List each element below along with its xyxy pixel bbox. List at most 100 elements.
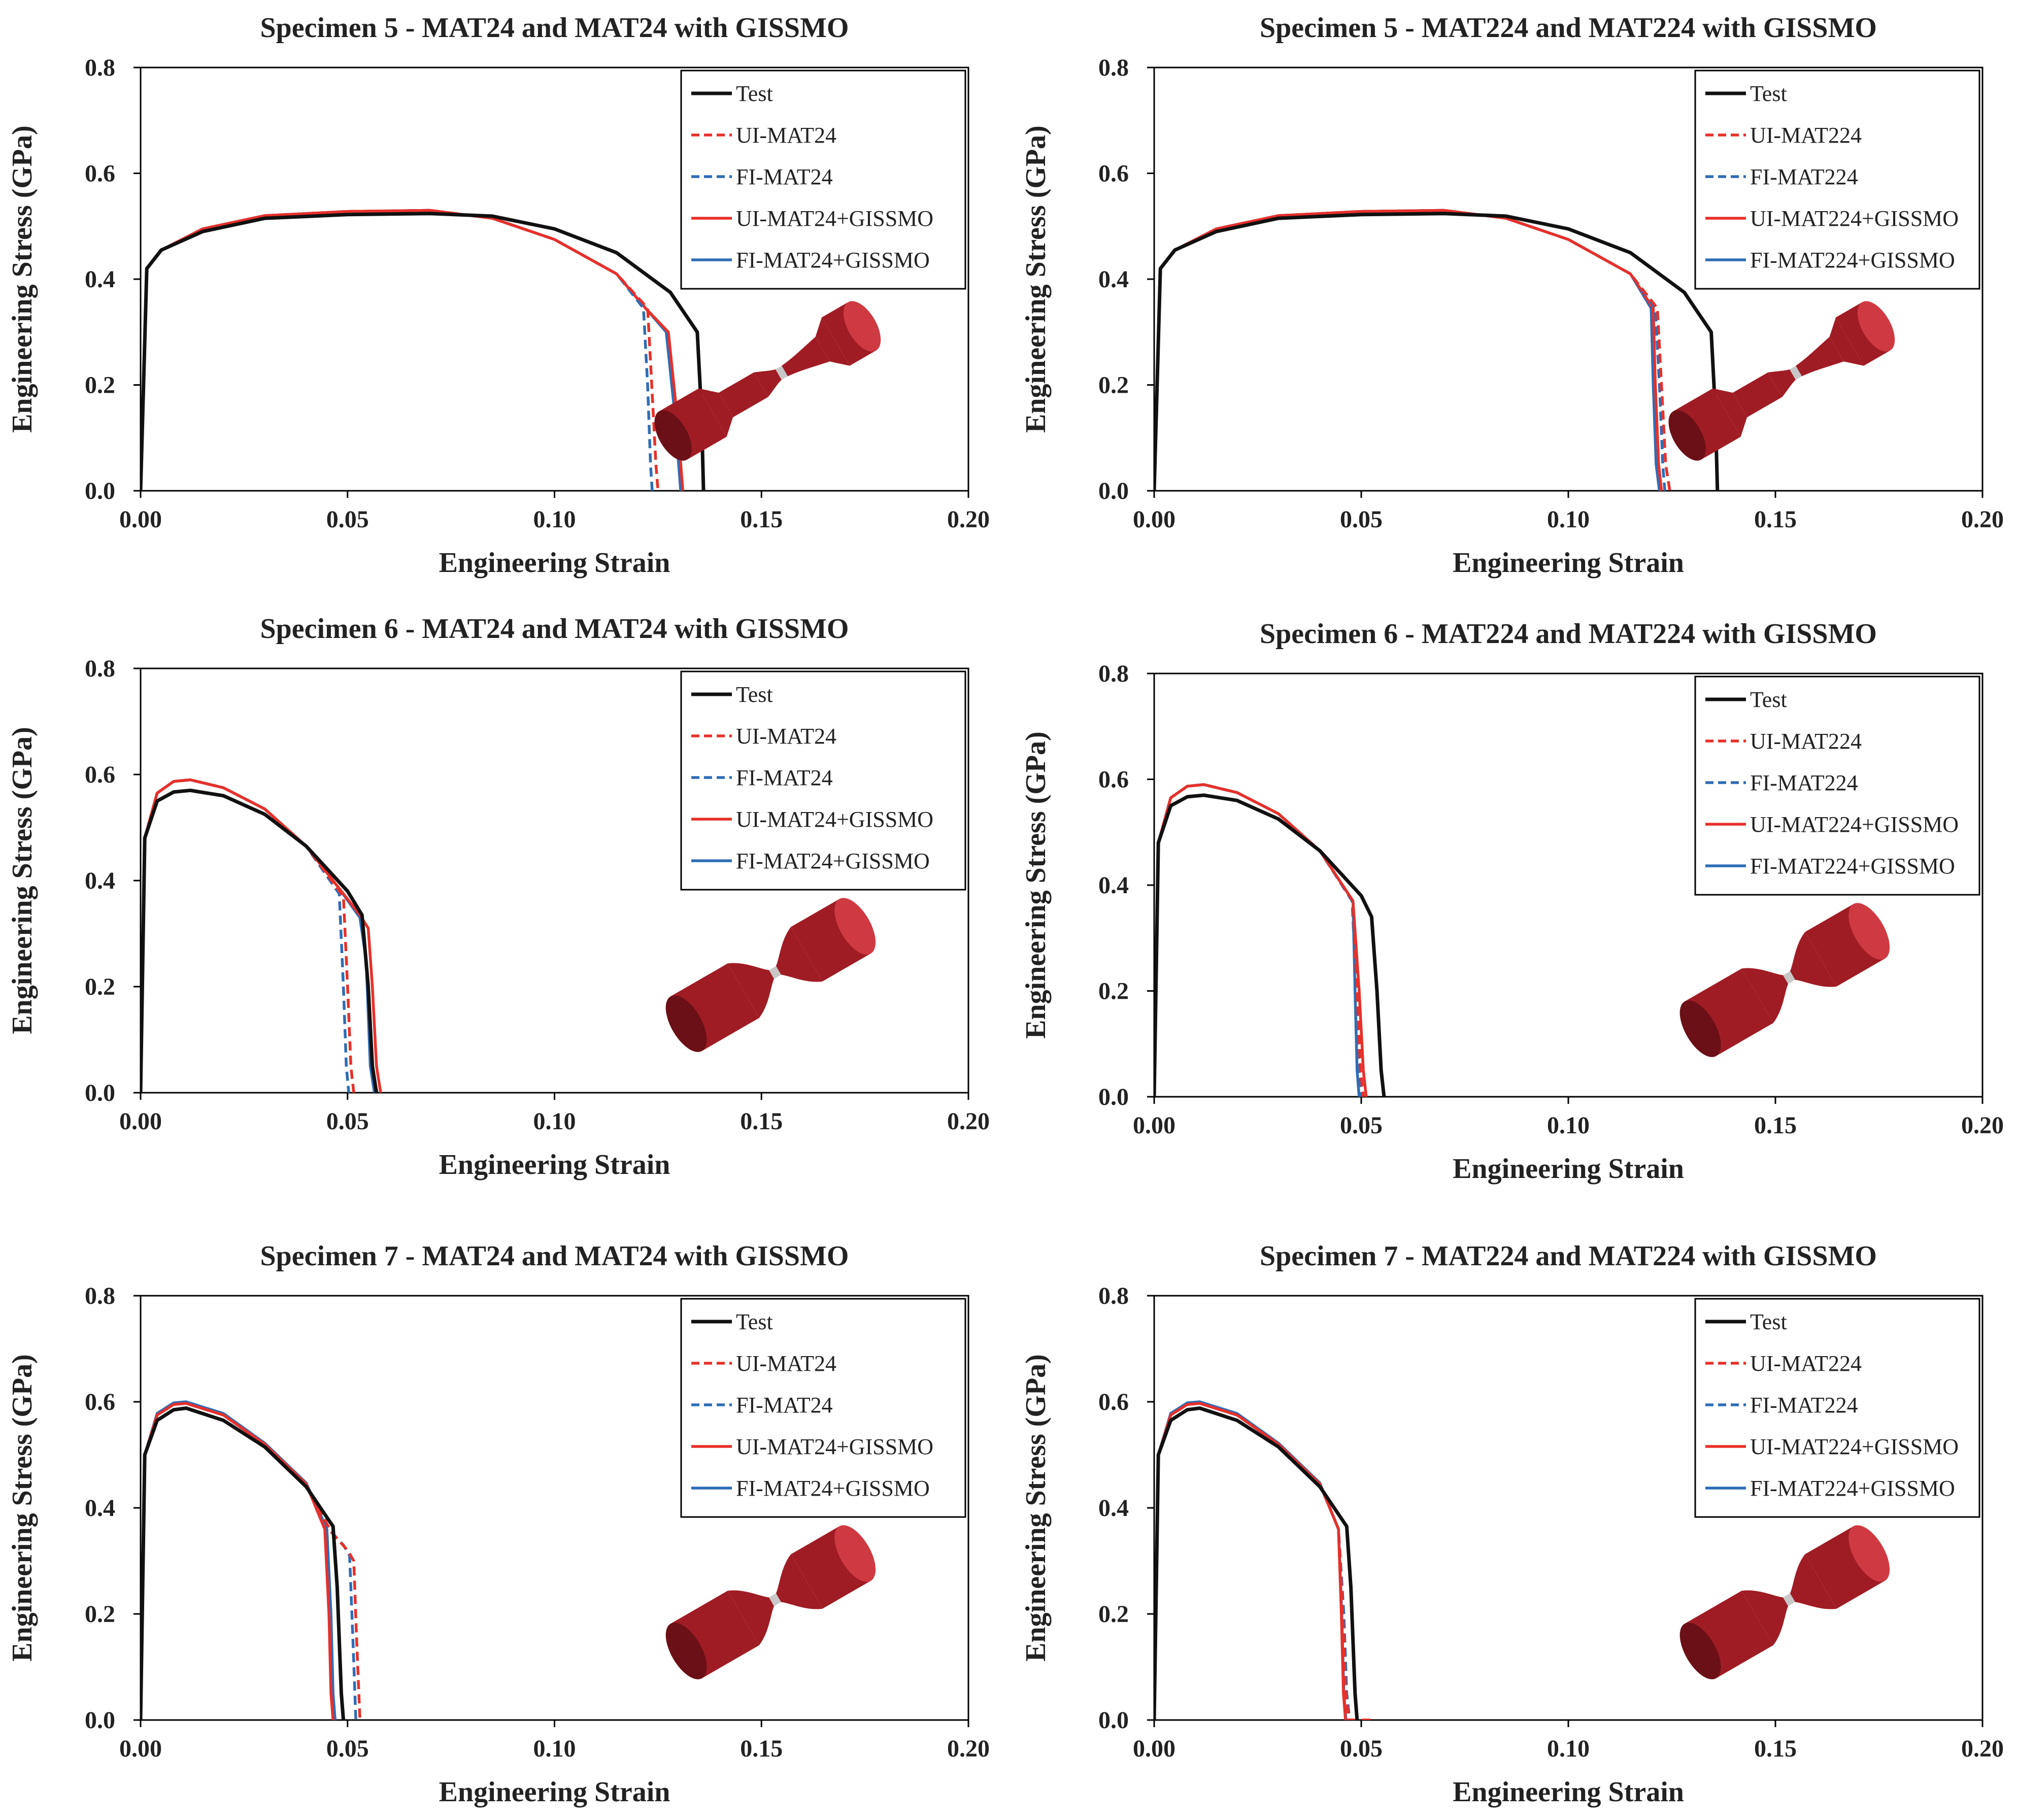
x-tick-label: 0.20 (947, 506, 990, 533)
series-line-ui-mat224 (1154, 783, 1365, 1097)
x-tick-label: 0.20 (1961, 1112, 2004, 1139)
legend-entry: FI-MAT24 (736, 765, 833, 790)
legend-entry: UI-MAT224+GISSMO (1750, 1434, 1959, 1459)
y-tick-label: 0.6 (1098, 766, 1129, 793)
series-line-fi-mat24-gissmo (141, 1400, 337, 1720)
legend-entry: UI-MAT24+GISSMO (736, 807, 933, 832)
legend-entry: FI-MAT24+GISSMO (736, 849, 930, 873)
y-tick-label: 0.2 (85, 372, 115, 399)
y-tick-label: 0.2 (1098, 978, 1129, 1005)
specimen-model-icon (665, 898, 876, 1052)
x-tick-label: 0.20 (1961, 506, 2004, 533)
specimen-shoulder (1712, 388, 1747, 437)
x-tick-label: 0.10 (533, 506, 576, 533)
legend-entry: FI-MAT24 (736, 1393, 833, 1418)
series-line-fi-mat24 (141, 1402, 357, 1720)
specimen-notch (1790, 932, 1837, 987)
chart-panel-s6-mat24: Specimen 6 - MAT24 and MAT24 with GISSMO… (7, 613, 990, 1181)
y-tick-label: 0.0 (85, 1080, 115, 1106)
series-group (1154, 1400, 1374, 1720)
legend-box (680, 1298, 966, 1518)
legend: Test UI-MAT224 FI-MAT224 UI-MAT224+GISSMO FI… (1694, 70, 1980, 290)
series-line-test (1154, 212, 1720, 491)
legend-entry: UI-MAT224 (1750, 123, 1862, 148)
series-line-test (141, 212, 705, 491)
specimen-fracture (1789, 365, 1802, 380)
specimen-notch (1741, 968, 1789, 1023)
series-group (1154, 209, 1720, 491)
y-tick-label: 0.4 (85, 1495, 115, 1522)
y-tick-label: 0.6 (85, 160, 115, 187)
x-tick-label: 0.00 (119, 1735, 162, 1762)
y-tick-label: 0.4 (1098, 266, 1129, 293)
y-tick-label: 0.6 (1098, 1389, 1129, 1415)
specimen-grip-end (834, 1525, 876, 1582)
specimen-model-icon (654, 301, 881, 461)
specimen-notch (1790, 1554, 1837, 1609)
legend-entry: UI-MAT24+GISSMO (736, 206, 933, 231)
chart-panel-s7-mat224: Specimen 7 - MAT224 and MAT224 with GISS… (1020, 1240, 2004, 1808)
y-tick-label: 0.8 (1098, 54, 1129, 81)
specimen-grip-end (834, 898, 876, 955)
x-tick-label: 0.05 (1340, 1735, 1383, 1762)
y-tick-label: 0.2 (1098, 1601, 1129, 1628)
y-tick-label: 0.6 (85, 761, 115, 788)
legend-box (1694, 676, 1980, 896)
legend: Test UI-MAT24 FI-MAT24 UI-MAT24+GISSMO FI-MA… (680, 670, 966, 891)
series-line-test (1154, 793, 1386, 1097)
y-tick-label: 0.4 (85, 867, 115, 894)
y-axis-label: Engineering Stress (GPa) (7, 125, 38, 433)
x-axis-label: Engineering Strain (439, 547, 670, 579)
specimen-grip-end (1848, 1525, 1890, 1582)
series-line-test (141, 788, 379, 1093)
series-group (141, 778, 382, 1093)
x-tick-label: 0.05 (326, 1108, 369, 1135)
specimen-shoulder (815, 317, 850, 366)
specimen-gauge (782, 336, 830, 377)
specimen-grip (1673, 388, 1741, 460)
y-axis-label: Engineering Stress (GPa) (7, 727, 38, 1034)
specimen-notch (776, 1554, 823, 1609)
y-tick-label: 0.0 (1098, 1707, 1129, 1734)
legend-entry: FI-MAT224 (1750, 1393, 1858, 1418)
series-line-ui-mat24-gissmo (141, 1402, 334, 1720)
x-tick-label: 0.00 (119, 506, 162, 533)
legend-entry: UI-MAT24+GISSMO (736, 1434, 933, 1459)
specimen-shoulder (698, 388, 733, 437)
legend-entry: Test (1750, 81, 1787, 106)
x-tick-label: 0.10 (1547, 1112, 1590, 1139)
x-tick-label: 0.00 (1133, 1735, 1175, 1762)
specimen-grip-end (1857, 301, 1895, 352)
legend-box (1694, 1298, 1980, 1518)
specimen-grip-end (843, 301, 881, 352)
legend-entry: UI-MAT224+GISSMO (1750, 812, 1959, 837)
x-tick-label: 0.15 (740, 506, 783, 533)
x-tick-label: 0.00 (119, 1108, 162, 1135)
specimen-fracture (769, 966, 781, 979)
specimen-grip-end (1679, 1623, 1721, 1679)
series-line-test (1154, 1406, 1359, 1720)
x-tick-label: 0.15 (1754, 506, 1797, 533)
series-line-ui-mat224 (1154, 209, 1671, 491)
specimen-grip (659, 388, 727, 460)
specimen-grip-end (1848, 903, 1890, 960)
legend-entry: FI-MAT224 (1750, 770, 1858, 795)
legend-entry: Test (736, 81, 773, 106)
y-tick-label: 0.4 (1098, 872, 1129, 899)
x-tick-label: 0.10 (533, 1735, 576, 1762)
chart-title: Specimen 7 - MAT24 and MAT24 with GISSMO (260, 1240, 849, 1272)
series-line-fi-mat224 (1154, 1402, 1351, 1720)
series-line-ui-mat24-gissmo (141, 209, 685, 491)
x-tick-label: 0.20 (947, 1735, 990, 1762)
legend-box (680, 670, 966, 891)
specimen-grip-end (1668, 410, 1706, 461)
y-tick-label: 0.0 (85, 478, 115, 504)
series-line-fi-mat224 (1154, 783, 1363, 1097)
specimen-model-icon (665, 1525, 876, 1679)
specimen-notch (727, 1590, 775, 1645)
specimen-neck (754, 369, 782, 397)
chart-title: Specimen 7 - MAT224 and MAT224 with GISS… (1260, 1240, 1877, 1272)
x-tick-label: 0.15 (740, 1108, 783, 1135)
specimen-model-icon (1679, 1525, 1890, 1679)
x-axis-label: Engineering Strain (439, 1149, 670, 1181)
